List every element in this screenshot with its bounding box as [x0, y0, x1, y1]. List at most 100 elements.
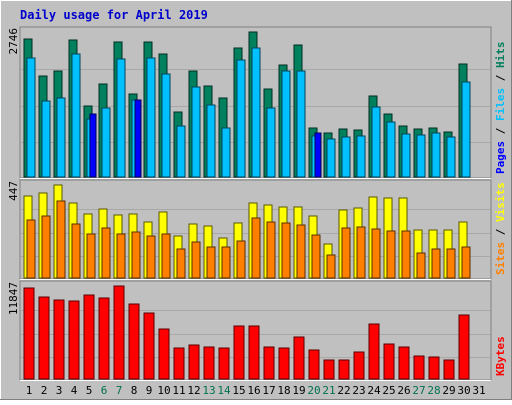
legend-visits: Visits: [494, 182, 507, 222]
day-label: 25: [382, 384, 395, 397]
day-label: 6: [101, 384, 108, 397]
panel-kbytes: 11847 KBytes: [7, 280, 507, 381]
bar-files: [221, 127, 231, 178]
bar-files: [386, 121, 396, 178]
legend-pages: Pages: [494, 141, 507, 174]
bar-sites: [251, 217, 261, 279]
bar-files: [326, 138, 336, 178]
bar-sites: [401, 230, 411, 279]
legend-separator: /: [494, 68, 507, 88]
bar-sites: [71, 223, 81, 279]
bar-files: [416, 134, 426, 178]
bar-sites: [311, 234, 321, 279]
bar-files: [356, 135, 366, 178]
right-legend-label: KBytes: [494, 336, 507, 376]
legend-files: Files: [494, 88, 507, 121]
bar-files: [146, 57, 156, 178]
y-max-label: 447: [7, 181, 20, 201]
bar-pages: [314, 132, 322, 178]
bar-files: [251, 47, 261, 178]
bar-kbytes: [233, 325, 245, 380]
day-label: 2: [41, 384, 48, 397]
bar-sites: [371, 228, 381, 279]
legend-kbytes: KBytes: [494, 336, 507, 376]
day-label: 22: [337, 384, 350, 397]
bar-kbytes: [248, 325, 260, 380]
day-axis-labels: 1 2 3 4 5 6 7 8 9 10 11 12 13 14 15 16 17 18 19 20 21 22 23 24 2…: [26, 384, 486, 397]
bar-kbytes: [218, 347, 230, 380]
bar-sites: [86, 233, 96, 279]
bar-kbytes: [68, 300, 80, 380]
bar-sites: [41, 215, 51, 279]
bar-sites: [206, 246, 216, 279]
bar-sites: [26, 219, 36, 279]
day-label: 19: [292, 384, 305, 397]
bar-files: [71, 53, 81, 178]
bar-files: [401, 133, 411, 178]
bar-sites: [131, 231, 141, 279]
day-label: 9: [146, 384, 153, 397]
day-label: 16: [247, 384, 260, 397]
day-label: 1: [26, 384, 33, 397]
bar-files: [281, 70, 291, 178]
day-label: 3: [56, 384, 63, 397]
day-label: 7: [116, 384, 123, 397]
day-label: 17: [262, 384, 275, 397]
right-legend-label: Pages / Files / Hits: [494, 42, 507, 175]
day-label: 4: [71, 384, 78, 397]
bar-files: [461, 81, 471, 178]
bar-files: [296, 70, 306, 178]
day-label: 21: [322, 384, 335, 397]
bar-files: [56, 97, 66, 178]
chart-title: Daily usage for April 2019: [20, 8, 208, 22]
bar-sites: [356, 226, 366, 279]
bar-files: [266, 107, 276, 178]
bar-sites: [266, 221, 276, 279]
day-label: 30: [457, 384, 470, 397]
day-label: 12: [187, 384, 200, 397]
bar-files: [161, 73, 171, 178]
bar-pages: [89, 113, 97, 178]
legend-separator: /: [494, 222, 507, 242]
bar-sites: [56, 200, 66, 279]
bar-files: [371, 106, 381, 178]
day-label: 28: [427, 384, 440, 397]
bar-sites: [296, 224, 306, 279]
bar-kbytes: [158, 328, 170, 380]
day-label: 14: [217, 384, 231, 397]
bar-kbytes: [323, 359, 335, 380]
bar-sites: [116, 233, 126, 279]
bar-kbytes: [263, 346, 275, 380]
bar-kbytes: [143, 312, 155, 380]
bar-sites: [221, 246, 231, 279]
bar-files: [41, 100, 51, 178]
bars-hits-files-pages: [23, 31, 471, 178]
bar-kbytes: [383, 343, 395, 380]
bar-sites: [101, 227, 111, 279]
day-label: 23: [352, 384, 365, 397]
bar-sites: [446, 248, 456, 279]
day-label: 18: [277, 384, 290, 397]
bars-kbytes: [23, 285, 470, 380]
bar-kbytes: [53, 299, 65, 380]
bar-sites: [431, 248, 441, 279]
bar-kbytes: [443, 359, 455, 380]
bar-sites: [191, 241, 201, 279]
panel-visits-sites: 447 Sites / Visits: [7, 179, 507, 280]
chart-panels: 2746 Pages / Files / Hits 447 Sites / Visit…: [7, 26, 507, 381]
day-label: 27: [412, 384, 425, 397]
bar-kbytes: [293, 336, 305, 380]
bar-kbytes: [188, 344, 200, 380]
bar-kbytes: [428, 356, 440, 380]
bar-kbytes: [203, 346, 215, 380]
day-label: 15: [232, 384, 245, 397]
bar-files: [446, 136, 456, 178]
day-label: 8: [131, 384, 138, 397]
bar-sites: [461, 246, 471, 279]
bar-files: [341, 136, 351, 178]
bar-files: [236, 59, 246, 178]
bar-sites: [281, 222, 291, 279]
day-label: 20: [307, 384, 320, 397]
bar-pages: [134, 99, 142, 178]
